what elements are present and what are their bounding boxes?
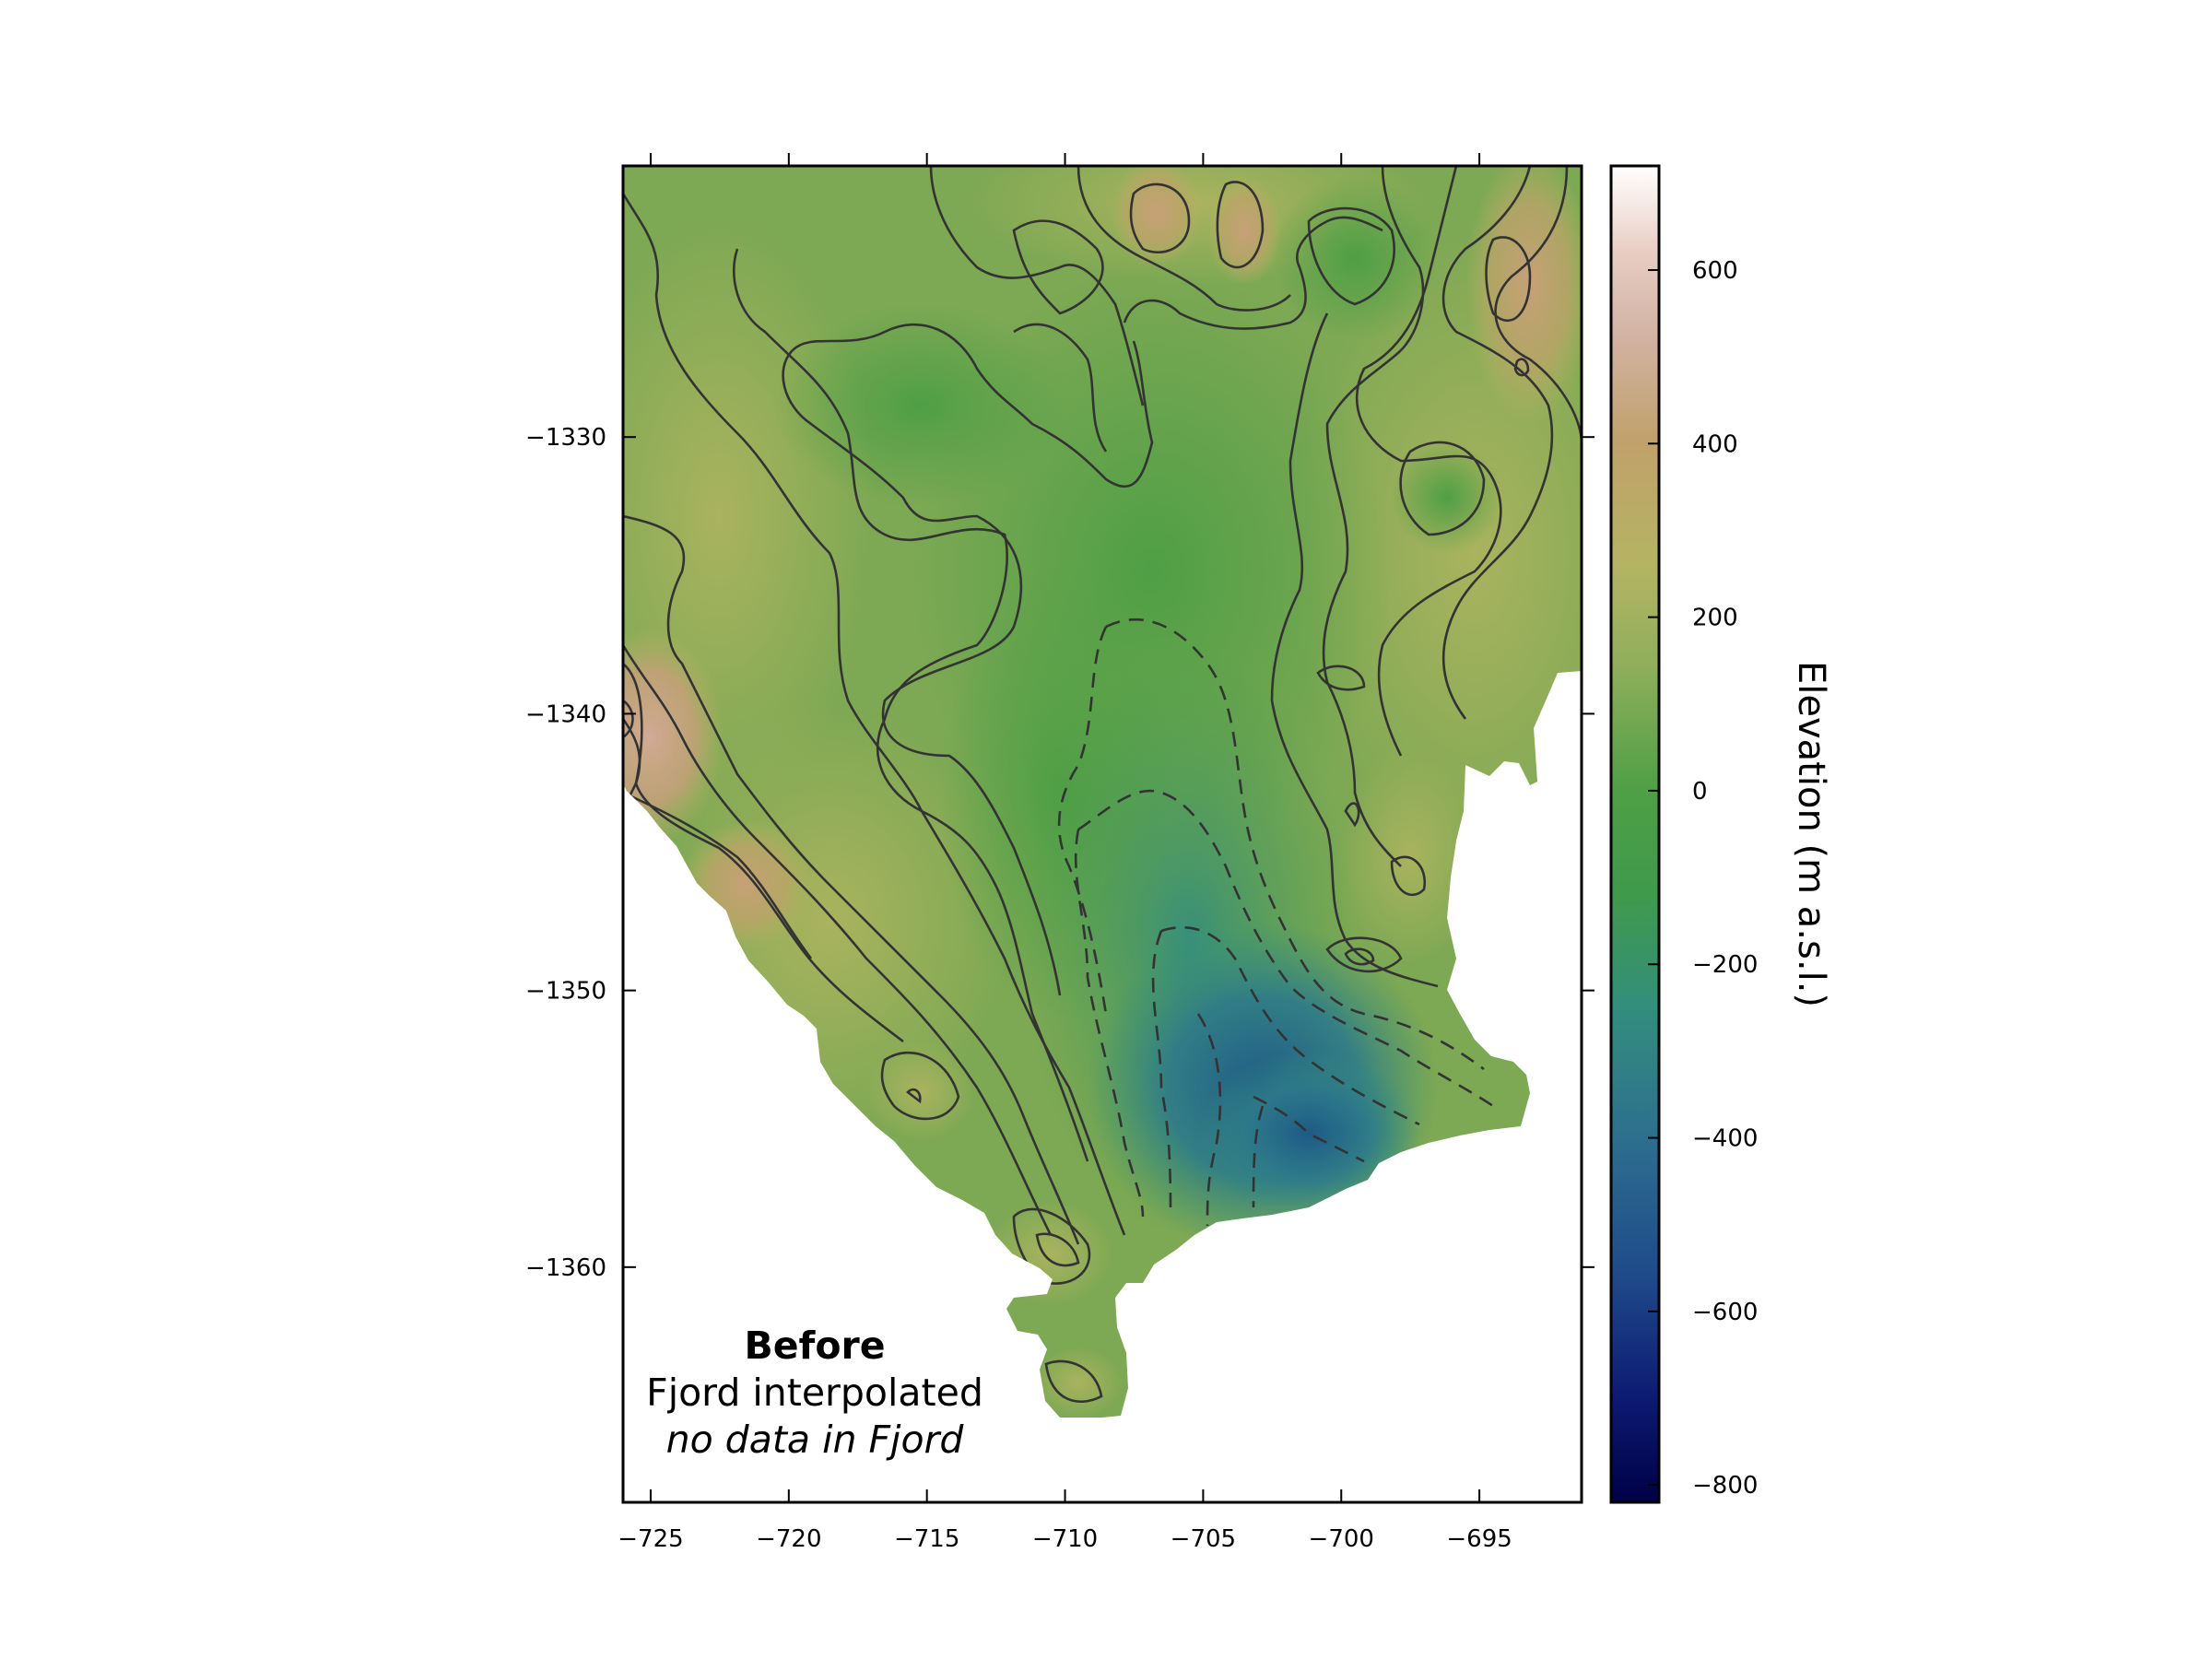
elevation-map bbox=[623, 166, 1582, 1418]
contour-lines bbox=[623, 166, 1582, 1404]
contour-solid bbox=[623, 699, 634, 739]
colorbar: 600 400 200 0 −200 −400 −600 −800 Elevation (m … bbox=[1609, 164, 1832, 1504]
contour-solid bbox=[1344, 947, 1375, 966]
contour-solid bbox=[906, 1088, 922, 1104]
colorbar-tick-label: −800 bbox=[1692, 1472, 1758, 1500]
contour-solid bbox=[792, 323, 1154, 488]
contour-solid bbox=[1077, 166, 1291, 312]
contour-solid bbox=[1044, 1359, 1103, 1404]
contour-solid bbox=[880, 1051, 960, 1121]
x-tick-label: −705 bbox=[1171, 1525, 1236, 1553]
x-tick-label: −715 bbox=[894, 1525, 959, 1553]
contour-dashed bbox=[1057, 626, 1108, 1015]
y-axis: −1330 −1340 −1350 −1360 bbox=[525, 424, 1594, 1282]
annotation-line3: no data in Fjord bbox=[666, 1418, 965, 1462]
annotation-line1: Before bbox=[744, 1324, 885, 1368]
colorbar-ticks: 600 400 200 0 −200 −400 −600 −800 bbox=[1648, 257, 1758, 1500]
colorbar-tick-label: −600 bbox=[1692, 1299, 1758, 1326]
contour-dashed bbox=[1151, 930, 1172, 1218]
contour-solid bbox=[1399, 441, 1486, 536]
annotation-line2: Fjord interpolated bbox=[646, 1371, 983, 1415]
contour-solid bbox=[1216, 181, 1265, 269]
contour-solid bbox=[1355, 166, 1502, 757]
colorbar-tick-label: −400 bbox=[1692, 1125, 1758, 1153]
x-tick-label: −710 bbox=[1032, 1525, 1098, 1553]
x-axis: −725 −720 −715 −710 −705 −700 −695 bbox=[618, 153, 1512, 1553]
colorbar-tick-label: 400 bbox=[1692, 430, 1738, 458]
fjord-deepest bbox=[1198, 1051, 1419, 1217]
colorbar-label: Elevation (m a.s.l.) bbox=[1790, 661, 1832, 1007]
contour-solid bbox=[1325, 936, 1403, 973]
contour-solid bbox=[929, 166, 1145, 406]
contour-solid bbox=[1307, 206, 1395, 306]
peak-west bbox=[623, 627, 724, 848]
peak-southwest-2 bbox=[866, 1041, 977, 1143]
contour-dashed bbox=[1253, 1095, 1365, 1163]
x-tick-label: −700 bbox=[1309, 1525, 1374, 1553]
contour-dashed bbox=[1160, 926, 1420, 1126]
contour-solid bbox=[1322, 166, 1425, 867]
x-tick-label: −695 bbox=[1446, 1525, 1512, 1553]
contour-solid bbox=[1390, 855, 1427, 897]
contour-solid bbox=[1013, 323, 1108, 453]
y-tick-label: −1360 bbox=[525, 1254, 606, 1282]
contour-solid bbox=[1270, 312, 1439, 988]
contour-solid bbox=[1344, 802, 1360, 828]
contour-solid bbox=[1513, 358, 1530, 377]
y-tick-label: −1330 bbox=[525, 424, 606, 452]
contour-solid bbox=[1129, 182, 1191, 253]
colorbar-gradient bbox=[1611, 166, 1659, 1502]
x-tick-label: −725 bbox=[618, 1525, 683, 1553]
contour-dashed bbox=[1077, 789, 1494, 1108]
contour-solid bbox=[623, 193, 1126, 1236]
x-tick-label: −720 bbox=[756, 1525, 821, 1553]
peak-south-2 bbox=[1032, 1346, 1124, 1418]
contour-solid bbox=[623, 644, 1053, 1236]
y-tick-label: −1350 bbox=[525, 978, 606, 1006]
contour-solid bbox=[1485, 236, 1532, 323]
contour-solid bbox=[1441, 166, 1554, 720]
lowland-north bbox=[774, 304, 1069, 507]
contour-solid bbox=[1316, 665, 1366, 691]
contour-solid bbox=[1494, 166, 1582, 443]
contour-solid bbox=[1012, 1207, 1091, 1285]
colorbar-tick-label: 200 bbox=[1692, 605, 1738, 632]
peak-north-b bbox=[1207, 175, 1281, 286]
contour-dashed bbox=[1196, 1013, 1222, 1227]
colorbar-tick-label: 600 bbox=[1692, 257, 1738, 285]
contour-solid bbox=[623, 791, 813, 959]
lowland-east bbox=[1392, 442, 1502, 553]
contour-dashed bbox=[1105, 618, 1485, 1071]
peak-south bbox=[986, 1198, 1115, 1309]
y-tick-label: −1340 bbox=[525, 700, 606, 728]
colorbar-frame bbox=[1609, 164, 1661, 1504]
contour-solid bbox=[1035, 1232, 1080, 1267]
colorbar-tick-label: −200 bbox=[1692, 951, 1758, 979]
contour-solid bbox=[732, 248, 1089, 1162]
annotation: Before Fjord interpolated no data in Fjo… bbox=[646, 1324, 983, 1462]
contour-dashed bbox=[1252, 1105, 1265, 1208]
contour-solid bbox=[623, 514, 1080, 1245]
contour-solid bbox=[1123, 216, 1383, 330]
peak-north-a bbox=[1111, 166, 1203, 267]
plot-frame bbox=[621, 164, 1583, 1504]
contour-solid bbox=[782, 349, 1062, 996]
contour-solid bbox=[1012, 219, 1104, 315]
colorbar-tick-label: 0 bbox=[1692, 778, 1708, 806]
